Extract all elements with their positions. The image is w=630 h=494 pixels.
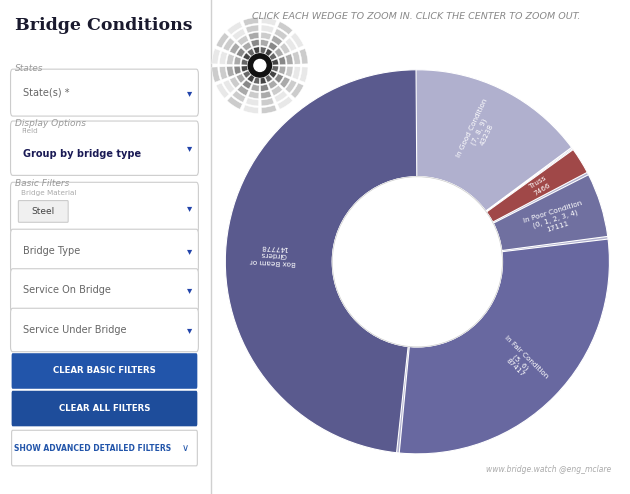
Wedge shape <box>243 53 251 60</box>
Wedge shape <box>261 105 277 114</box>
Circle shape <box>333 177 503 347</box>
Wedge shape <box>230 77 240 88</box>
Wedge shape <box>261 40 269 47</box>
Text: ▾: ▾ <box>187 325 193 335</box>
Wedge shape <box>247 75 255 82</box>
Text: Bridge Conditions: Bridge Conditions <box>14 17 192 34</box>
Text: State(s) *: State(s) * <box>23 87 70 98</box>
Wedge shape <box>278 66 286 75</box>
Wedge shape <box>261 25 274 33</box>
Wedge shape <box>227 66 234 77</box>
Wedge shape <box>261 32 272 40</box>
Wedge shape <box>243 105 258 114</box>
Wedge shape <box>274 29 287 40</box>
Wedge shape <box>271 35 282 45</box>
Wedge shape <box>271 85 282 96</box>
Wedge shape <box>243 71 251 78</box>
Text: ▾: ▾ <box>187 143 193 153</box>
Text: Basic Filters: Basic Filters <box>14 179 69 188</box>
Wedge shape <box>285 66 293 77</box>
Wedge shape <box>242 42 251 51</box>
Wedge shape <box>260 47 266 54</box>
Wedge shape <box>226 70 417 453</box>
Wedge shape <box>226 70 609 454</box>
FancyBboxPatch shape <box>11 121 198 175</box>
Wedge shape <box>290 83 304 98</box>
Wedge shape <box>261 98 274 106</box>
Wedge shape <box>265 48 273 56</box>
Wedge shape <box>236 74 245 83</box>
Text: Bridge Type: Bridge Type <box>23 246 81 256</box>
Wedge shape <box>223 38 234 51</box>
Wedge shape <box>280 77 290 88</box>
FancyBboxPatch shape <box>11 391 197 426</box>
Text: ▾: ▾ <box>187 203 193 213</box>
FancyBboxPatch shape <box>18 201 68 222</box>
FancyBboxPatch shape <box>11 308 198 352</box>
Wedge shape <box>238 85 249 96</box>
Wedge shape <box>234 66 241 75</box>
Text: Field: Field <box>21 128 38 134</box>
Wedge shape <box>399 239 609 454</box>
Wedge shape <box>299 67 308 82</box>
FancyBboxPatch shape <box>11 430 197 466</box>
Circle shape <box>248 54 272 77</box>
Text: Service Under Bridge: Service Under Bridge <box>23 325 127 335</box>
Wedge shape <box>247 48 255 56</box>
Wedge shape <box>227 96 243 109</box>
Wedge shape <box>219 51 227 64</box>
Text: Box Beam or
Girders
147778: Box Beam or Girders 147778 <box>250 243 297 266</box>
Wedge shape <box>216 83 229 98</box>
Wedge shape <box>226 70 609 454</box>
Wedge shape <box>265 75 273 82</box>
Wedge shape <box>248 32 259 40</box>
Text: ▾: ▾ <box>187 286 193 295</box>
Wedge shape <box>230 43 240 54</box>
Wedge shape <box>272 59 278 65</box>
Wedge shape <box>290 33 304 48</box>
Text: Truss
7466: Truss 7466 <box>529 175 551 197</box>
Wedge shape <box>226 70 609 454</box>
Wedge shape <box>241 59 248 65</box>
Wedge shape <box>285 38 297 51</box>
Wedge shape <box>238 35 249 45</box>
Text: CLICK EACH WEDGE TO ZOOM IN. CLICK THE CENTER TO ZOOM OUT.: CLICK EACH WEDGE TO ZOOM IN. CLICK THE C… <box>251 12 580 21</box>
Text: In Good Condition
(7, 8, 9)
43238: In Good Condition (7, 8, 9) 43238 <box>455 98 503 165</box>
Wedge shape <box>246 98 259 106</box>
Wedge shape <box>261 17 277 26</box>
Wedge shape <box>274 91 287 102</box>
Text: Group by bridge type: Group by bridge type <box>23 149 141 159</box>
Wedge shape <box>232 91 246 102</box>
Text: States: States <box>14 64 43 73</box>
Wedge shape <box>261 91 272 99</box>
FancyBboxPatch shape <box>11 269 198 312</box>
Wedge shape <box>277 96 293 109</box>
Wedge shape <box>275 74 284 83</box>
Text: CLEAR BASIC FILTERS: CLEAR BASIC FILTERS <box>53 367 156 375</box>
Circle shape <box>254 59 266 72</box>
Text: In Fair Condition
(5, 6)
87417: In Fair Condition (5, 6) 87417 <box>492 334 549 390</box>
Wedge shape <box>251 84 259 91</box>
Wedge shape <box>243 17 258 26</box>
FancyBboxPatch shape <box>11 182 198 233</box>
Wedge shape <box>292 67 301 80</box>
Text: www.bridge.watch @eng_mclare: www.bridge.watch @eng_mclare <box>486 465 611 474</box>
Wedge shape <box>493 175 608 250</box>
Wedge shape <box>246 25 259 33</box>
Wedge shape <box>277 22 293 35</box>
FancyBboxPatch shape <box>11 69 198 116</box>
Wedge shape <box>484 142 568 209</box>
Wedge shape <box>261 84 269 91</box>
FancyBboxPatch shape <box>11 353 197 389</box>
Wedge shape <box>272 66 278 72</box>
Wedge shape <box>251 40 259 47</box>
Text: SHOW ADVANCED DETAILED FILTERS: SHOW ADVANCED DETAILED FILTERS <box>14 444 171 453</box>
Wedge shape <box>227 22 243 35</box>
Wedge shape <box>278 56 286 65</box>
Wedge shape <box>268 42 278 51</box>
Text: In Poor Condition
(0, 1, 2, 3, 4)
17111: In Poor Condition (0, 1, 2, 3, 4) 17111 <box>522 200 587 239</box>
Wedge shape <box>227 54 234 65</box>
Wedge shape <box>241 66 248 72</box>
Text: Display Options: Display Options <box>14 119 86 127</box>
Wedge shape <box>234 56 241 65</box>
